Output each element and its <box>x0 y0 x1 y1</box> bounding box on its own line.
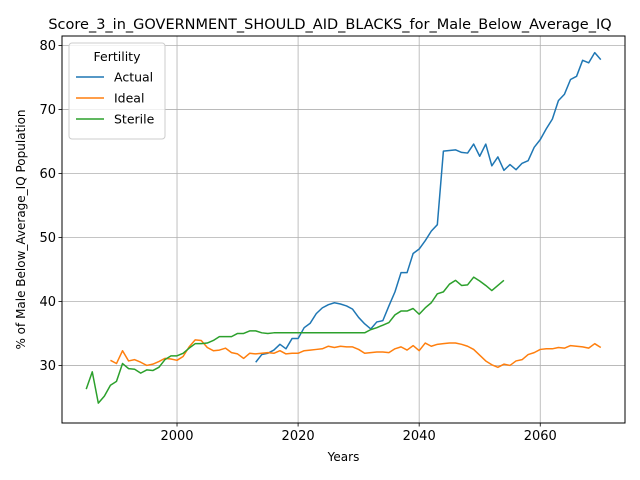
x-tick-label: 2000 <box>160 429 193 444</box>
axis-ticks: 2000 2020 2040 2060 30 40 50 60 70 80 <box>39 39 556 444</box>
y-tick-label: 50 <box>39 231 56 246</box>
y-axis-label: % of Male Below_Average_IQ Population <box>14 109 28 349</box>
y-tick-label: 30 <box>39 359 56 374</box>
legend-label-actual: Actual <box>114 70 153 85</box>
y-tick-label: 80 <box>39 39 56 54</box>
series-line-sterile <box>85 276 505 404</box>
x-axis-label: Years <box>327 450 360 464</box>
y-tick-label: 60 <box>39 167 56 182</box>
legend-box <box>68 42 166 140</box>
x-tick-label: 2020 <box>282 429 315 444</box>
x-tick-label: 2040 <box>403 429 436 444</box>
x-tick-label: 2060 <box>524 429 557 444</box>
y-tick-label: 40 <box>39 295 56 310</box>
chart-title: Score_3_in_GOVERNMENT_SHOULD_AID_BLACKS_… <box>48 17 611 33</box>
series-line-actual <box>255 51 602 363</box>
legend-label-sterile: Sterile <box>114 112 155 127</box>
series-line-ideal <box>110 339 602 369</box>
legend: Fertility Actual Ideal Sterile <box>68 42 166 140</box>
series-lines <box>85 51 602 404</box>
legend-label-ideal: Ideal <box>114 91 144 106</box>
plot-frame <box>61 35 626 424</box>
grid <box>62 36 625 423</box>
y-tick-label: 70 <box>39 103 56 118</box>
legend-title: Fertility <box>94 49 142 64</box>
